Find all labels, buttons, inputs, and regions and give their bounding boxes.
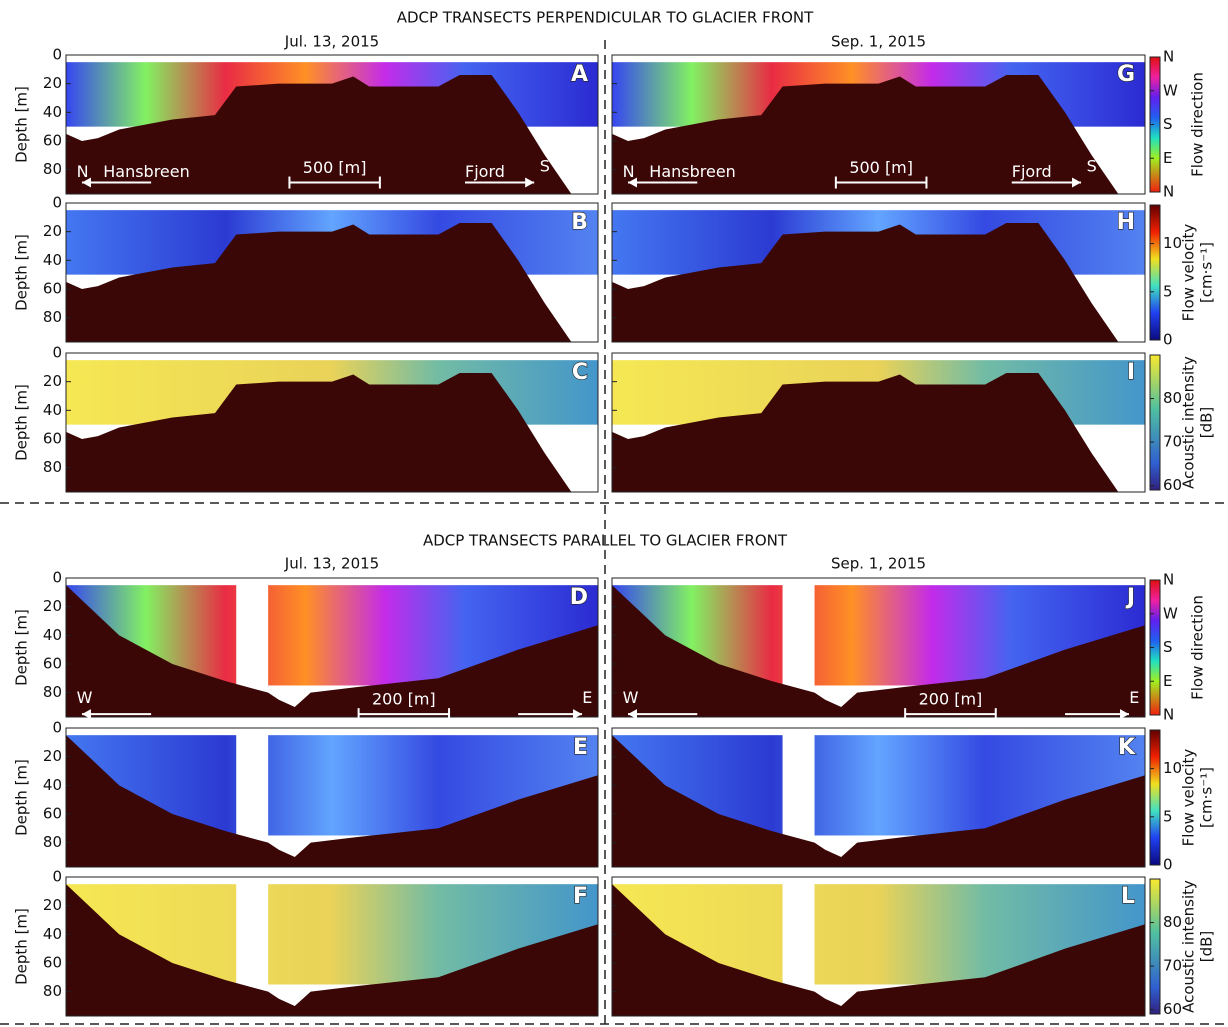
y-tick-label: 20 [43,896,62,914]
y-tick-label: 80 [43,982,62,1000]
y-axis-label: Depth [m] [13,384,31,461]
colorbar-tick-label: 5 [1163,807,1173,825]
colorbar-label: Flow velocity [1180,749,1198,847]
colorbar [1150,355,1160,490]
y-axis-label: Depth [m] [13,609,31,686]
annotation: W [77,688,93,707]
y-tick-label: 20 [43,372,62,390]
colorbar [1150,205,1160,340]
y-tick-label: 80 [43,308,62,326]
date-label: Jul. 13, 2015 [284,33,379,51]
y-axis-label: Depth [m] [13,908,31,985]
panel-letter: K [1118,735,1136,760]
y-tick-label: 20 [43,222,62,240]
section-title: ADCP TRANSECTS PERPENDICULAR TO GLACIER … [397,9,814,27]
annotation: Fjord [465,162,505,181]
y-tick-label: 60 [43,279,62,297]
panel-letter: J [1125,585,1135,610]
colorbar-tick-label: W [1163,81,1178,99]
panel-letter: I [1127,360,1135,385]
annotation: E [1129,688,1139,707]
colorbar-label: Flow direction [1189,72,1207,177]
colorbar-label: Flow velocity [1180,224,1198,322]
panel-letter: G [1117,62,1135,87]
y-tick-label: 80 [43,160,62,178]
annotation: Hansbreen [649,162,736,181]
y-tick-label: 80 [43,833,62,851]
colorbar-label: [dB] [1198,407,1216,439]
y-tick-label: 40 [43,776,62,794]
colorbar-tick-label: S [1163,115,1173,133]
date-label: Sep. 1, 2015 [831,33,926,51]
colorbar-tick-label: S [1163,638,1173,656]
section-title: ADCP TRANSECTS PARALLEL TO GLACIER FRONT [423,532,788,550]
annotation: 200 [m] [372,690,436,709]
y-tick-label: 80 [43,683,62,701]
y-tick-label: 20 [43,747,62,765]
annotation: W [623,688,639,707]
colorbar-tick-label: E [1163,149,1172,167]
figure: ADCP TRANSECTS PERPENDICULAR TO GLACIER … [0,0,1228,1027]
y-tick-label: 80 [43,458,62,476]
colorbar-tick-label: N [1163,183,1174,201]
annotation: 500 [m] [849,158,913,177]
colorbar-label: [cm·s⁻¹] [1198,242,1216,303]
colorbar-tick-label: N [1163,48,1174,66]
colorbar-label: [dB] [1198,931,1216,963]
y-tick-label: 40 [43,251,62,269]
colorbar-label: Acoustic intensity [1180,356,1198,489]
y-tick-label: 60 [43,953,62,971]
y-tick-label: 20 [43,74,62,92]
date-label: Sep. 1, 2015 [831,555,926,573]
annotation: S [540,156,550,175]
colorbar-tick-label: N [1163,706,1174,724]
colorbar-label: Acoustic intensity [1180,880,1198,1013]
panel-letter: B [571,210,588,235]
y-tick-label: 0 [52,569,62,587]
panel-letter: E [573,735,588,760]
colorbar-tick-label: 0 [1163,331,1173,349]
y-axis-label: Depth [m] [13,86,31,163]
y-tick-label: 60 [43,804,62,822]
annotation: 200 [m] [919,690,983,709]
colorbar-tick-label: N [1163,571,1174,589]
y-tick-label: 0 [52,194,62,212]
y-axis-label: Depth [m] [13,234,31,311]
y-tick-label: 20 [43,597,62,615]
panel-letter: C [572,360,588,385]
y-tick-label: 0 [52,719,62,737]
annotation: N [623,162,635,181]
y-tick-label: 40 [43,103,62,121]
annotation: N [77,162,89,181]
y-axis-label: Depth [m] [13,759,31,836]
annotation: 500 [m] [303,158,367,177]
panel-letter: A [571,62,588,87]
panel-letter: D [570,585,588,610]
y-tick-label: 0 [52,344,62,362]
annotation: Hansbreen [103,162,190,181]
annotation: E [582,688,592,707]
colorbar [1150,730,1160,865]
colorbar-tick-label: W [1163,604,1178,622]
y-tick-label: 60 [43,131,62,149]
y-tick-label: 60 [43,654,62,672]
y-tick-label: 40 [43,925,62,943]
y-tick-label: 0 [52,868,62,886]
panel-letter: H [1117,210,1135,235]
colorbar-tick-label: 0 [1163,856,1173,874]
colorbar-tick-label: E [1163,672,1172,690]
annotation: Fjord [1012,162,1052,181]
panel-letter: L [1121,884,1135,909]
panel-letter: F [573,884,588,909]
colorbar [1150,879,1160,1014]
colorbar-label: Flow direction [1189,595,1207,700]
colorbar-tick-label: 5 [1163,282,1173,300]
annotation: S [1087,156,1097,175]
date-label: Jul. 13, 2015 [284,555,379,573]
y-tick-label: 40 [43,626,62,644]
y-tick-label: 60 [43,429,62,447]
y-tick-label: 0 [52,46,62,64]
y-tick-label: 40 [43,401,62,419]
colorbar-label: [cm·s⁻¹] [1198,767,1216,828]
